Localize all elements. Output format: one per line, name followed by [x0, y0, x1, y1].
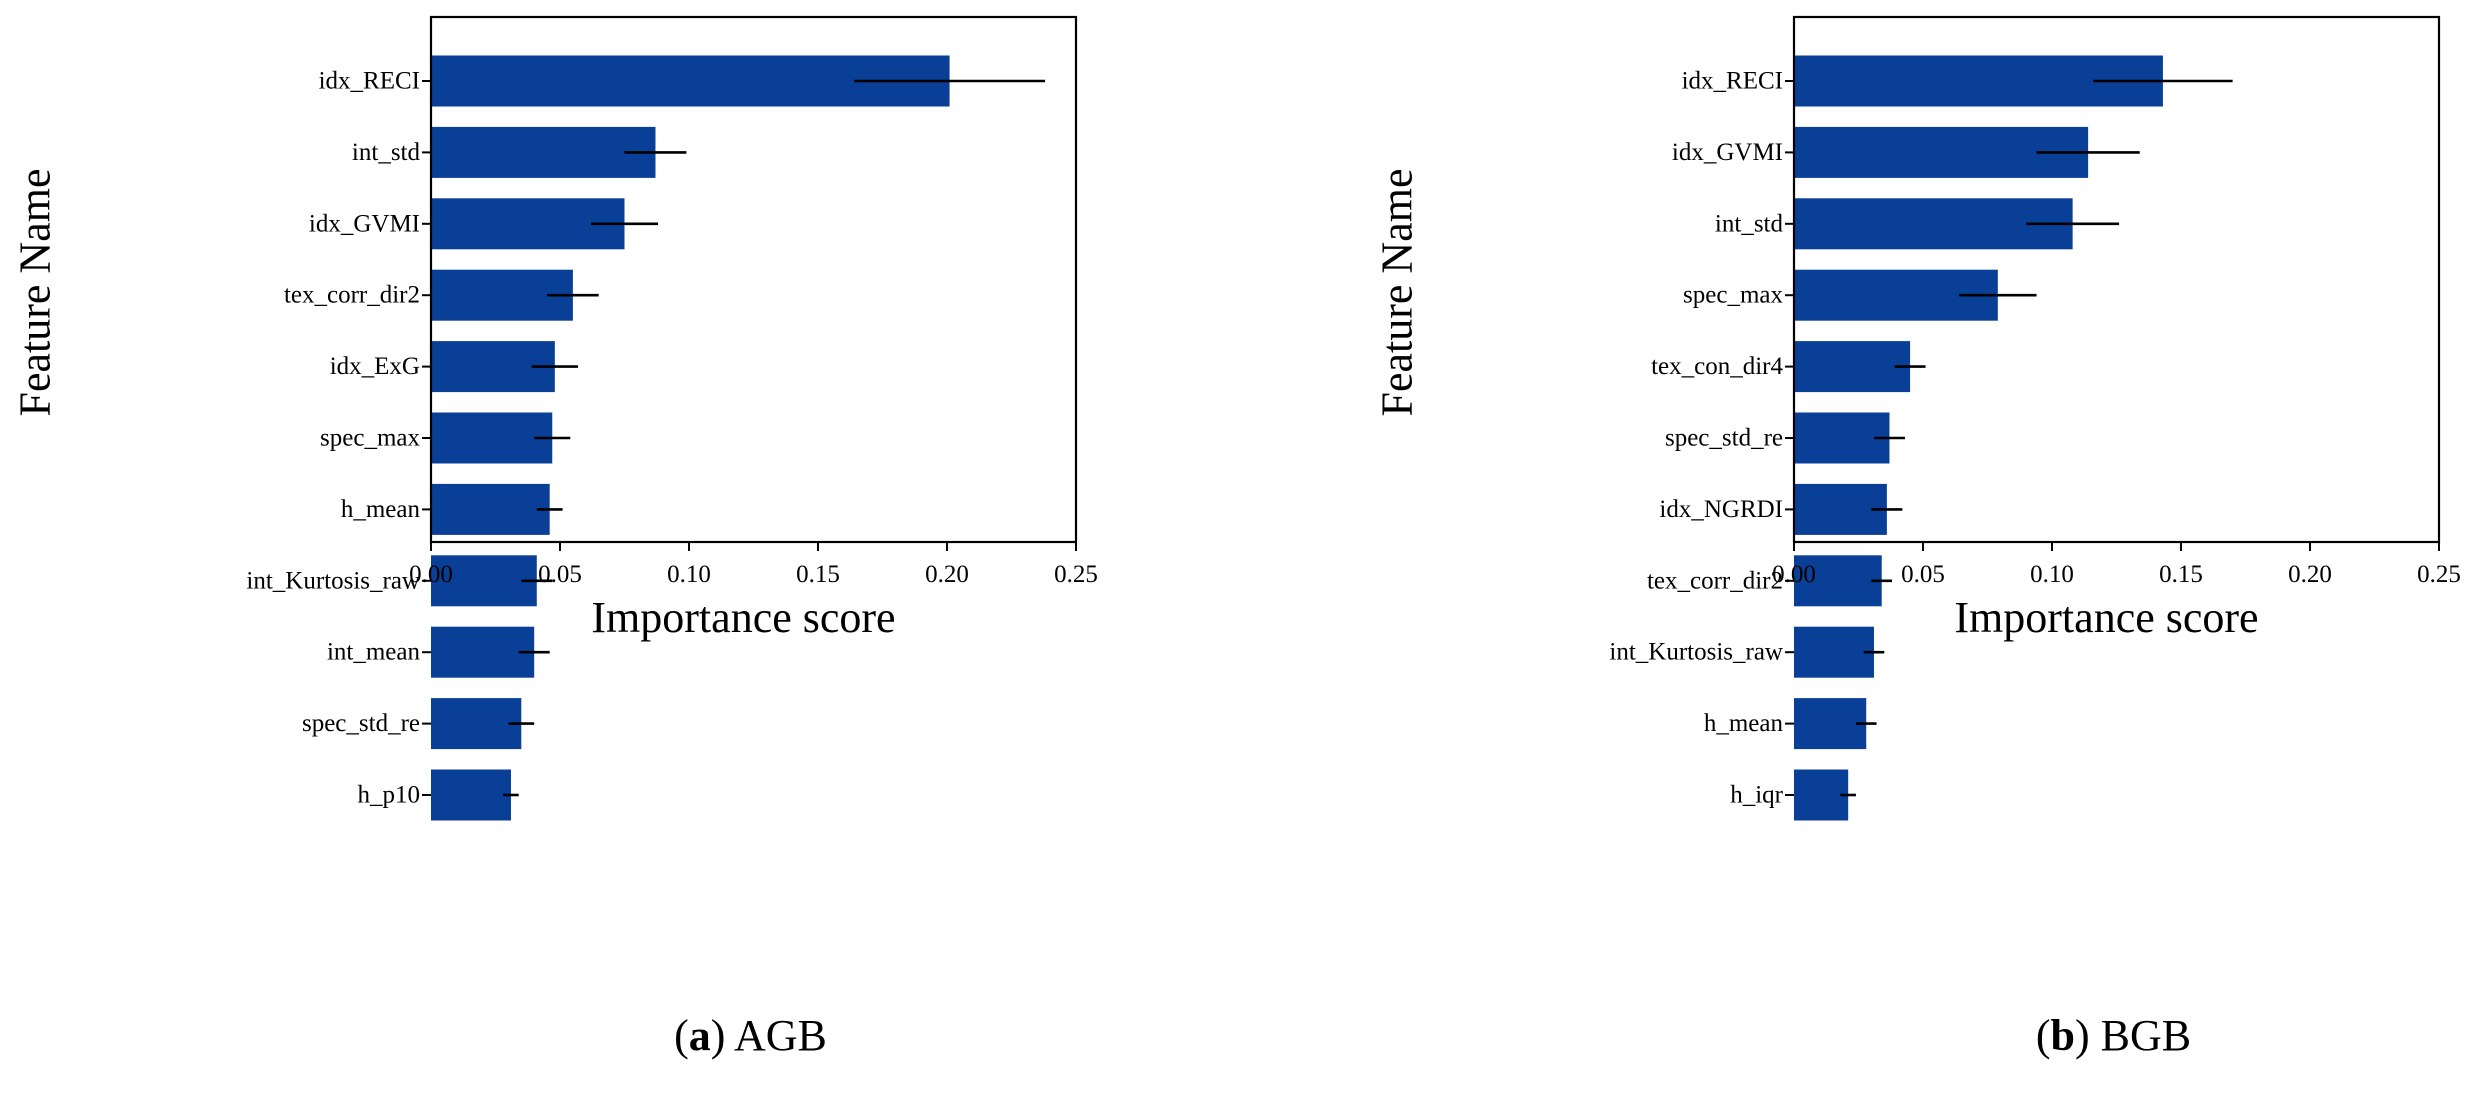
plot-frame	[1792, 15, 2441, 544]
y-tick-label: idx_ExG	[330, 353, 420, 380]
y-tick-label: tex_corr_dir2	[284, 282, 420, 309]
y-axis-title: Feature Name	[11, 169, 60, 417]
x-tick-label: 0.10	[667, 561, 711, 588]
bar-int_mean	[431, 626, 535, 678]
plot-frame	[429, 15, 1078, 544]
bar-spec_std_re	[1794, 412, 1890, 464]
x-axis-title: Importance score	[1954, 593, 2258, 642]
y-axis-title: Feature Name	[1373, 169, 1422, 417]
bar-int_Kurtosis_raw	[431, 555, 537, 607]
x-tick-label: 0.25	[1054, 561, 1098, 588]
x-tick-label: 0.20	[925, 561, 969, 588]
y-tick-label: h_p10	[358, 782, 421, 809]
y-tick-label: h_iqr	[1730, 782, 1783, 809]
y-tick-label: spec_max	[320, 425, 420, 452]
y-tick-label: h_mean	[341, 496, 421, 523]
y-tick-label: idx_GVMI	[1672, 139, 1783, 166]
y-tick-label: int_mean	[327, 639, 421, 666]
y-tick-label: spec_max	[1683, 282, 1783, 309]
bar-spec_max	[431, 412, 553, 464]
x-axis-title: Importance score	[591, 593, 895, 642]
y-tick-label: idx_RECI	[1682, 68, 1783, 95]
y-tick-label: idx_NGRDI	[1659, 496, 1783, 523]
x-tick-label: 0.05	[538, 561, 582, 588]
bar-tex_con_dir4	[1794, 341, 1911, 393]
bar-h_mean	[1794, 698, 1867, 750]
x-tick-label: 0.05	[1901, 561, 1945, 588]
panel-caption: (b) BGB	[2036, 1011, 2191, 1060]
x-tick-label: 0.00	[409, 561, 453, 588]
x-tick-label: 0.15	[796, 561, 840, 588]
panel-caption: (a) AGB	[674, 1011, 827, 1060]
y-tick-label: int_Kurtosis_raw	[1609, 639, 1783, 666]
y-tick-label: spec_std_re	[302, 710, 420, 737]
bar-spec_std_re	[431, 698, 522, 750]
y-tick-label: idx_RECI	[319, 68, 420, 95]
y-tick-label: int_std	[352, 139, 421, 166]
bar-h_p10	[431, 769, 511, 821]
x-tick-label: 0.25	[2417, 561, 2461, 588]
y-tick-label: int_Kurtosis_raw	[246, 567, 420, 594]
bar-tex_corr_dir2	[1794, 555, 1882, 607]
bar-h_mean	[431, 483, 550, 535]
bar-int_std	[431, 126, 656, 178]
x-tick-label: 0.20	[2288, 561, 2332, 588]
y-tick-label: tex_corr_dir2	[1647, 567, 1783, 594]
x-tick-label: 0.00	[1772, 561, 1816, 588]
y-tick-label: tex_con_dir4	[1651, 353, 1783, 380]
panel-bgb: idx_RECI idx_GVMI int_std spec_max tex_con_d…	[1373, 15, 2461, 1060]
x-tick-label: 0.10	[2030, 561, 2074, 588]
y-tick-label: h_mean	[1704, 710, 1784, 737]
bar-int_Kurtosis_raw	[1794, 626, 1874, 678]
y-tick-label: int_std	[1715, 210, 1784, 237]
y-tick-label: idx_GVMI	[309, 210, 420, 237]
bar-h_iqr	[1794, 769, 1849, 821]
y-tick-label: spec_std_re	[1665, 425, 1783, 452]
x-tick-label: 0.15	[2159, 561, 2203, 588]
panel-agb: idx_RECI int_std idx_GVMI tex_corr_dir2 idx_…	[11, 15, 1098, 1060]
